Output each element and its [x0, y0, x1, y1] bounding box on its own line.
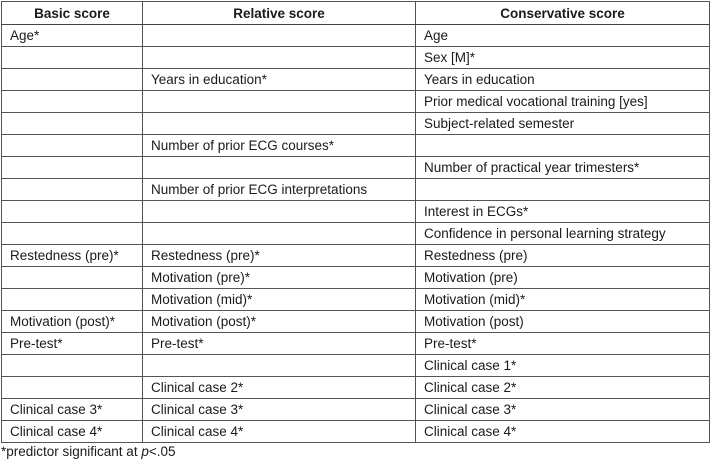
basic-score-cell: [1, 134, 143, 157]
basic-score-cell: Clinical case 4*: [1, 420, 143, 443]
basic-score-cell: [1, 112, 143, 135]
conservative-score-cell: [415, 134, 710, 157]
basic-score-cell: Clinical case 3*: [1, 398, 143, 421]
table-row: Number of prior ECG interpretations: [1, 178, 710, 201]
table-row: Prior medical vocational training [yes]: [1, 90, 710, 113]
conservative-score-cell: Clinical case 2*: [415, 376, 710, 399]
table-row: Clinical case 3* Clinical case 3* Clinical…: [1, 398, 710, 421]
table-row: Pre-test* Pre-test* Pre-test*: [1, 332, 710, 355]
header-relative-score: Relative score: [142, 1, 416, 25]
footnote-prefix: *predictor significant at: [1, 444, 142, 459]
table-row: Years in education* Years in education: [1, 68, 710, 91]
relative-score-cell: Pre-test*: [142, 332, 416, 355]
conservative-score-cell: Motivation (mid)*: [415, 288, 710, 311]
footnote-suffix: <.05: [148, 444, 176, 459]
relative-score-cell: [142, 24, 416, 47]
basic-score-cell: [1, 46, 143, 69]
conservative-score-cell: Number of practical year trimesters*: [415, 156, 710, 179]
table-row: Confidence in personal learning strategy: [1, 222, 710, 245]
table-row: Clinical case 1*: [1, 354, 710, 377]
conservative-score-cell: [415, 178, 710, 201]
footnote-italic: p: [141, 444, 149, 459]
predictor-table: Basic score Relative score Conservative …: [1, 1, 710, 443]
conservative-score-cell: Motivation (post): [415, 310, 710, 333]
conservative-score-cell: Interest in ECGs*: [415, 200, 710, 223]
conservative-score-cell: Subject-related semester: [415, 112, 710, 135]
relative-score-cell: Motivation (mid)*: [142, 288, 416, 311]
relative-score-cell: [142, 112, 416, 135]
basic-score-cell: [1, 288, 143, 311]
conservative-score-cell: Clinical case 4*: [415, 420, 710, 443]
basic-score-cell: [1, 68, 143, 91]
conservative-score-cell: Years in education: [415, 68, 710, 91]
table-body: Age* Age Sex [M]* Years in education* Years …: [1, 24, 710, 443]
table-row: Motivation (mid)* Motivation (mid)*: [1, 288, 710, 311]
basic-score-cell: [1, 200, 143, 223]
table-row: Clinical case 4* Clinical case 4* Clinical…: [1, 420, 710, 443]
relative-score-cell: Years in education*: [142, 68, 416, 91]
table-row: Subject-related semester: [1, 112, 710, 135]
basic-score-cell: Restedness (pre)*: [1, 244, 143, 267]
relative-score-cell: Clinical case 2*: [142, 376, 416, 399]
conservative-score-cell: Sex [M]*: [415, 46, 710, 69]
header-row: Basic score Relative score Conservative …: [1, 1, 710, 25]
basic-score-cell: Age*: [1, 24, 143, 47]
conservative-score-cell: Motivation (pre): [415, 266, 710, 289]
relative-score-cell: [142, 90, 416, 113]
relative-score-cell: Motivation (post)*: [142, 310, 416, 333]
basic-score-cell: [1, 376, 143, 399]
relative-score-cell: [142, 222, 416, 245]
table-row: Sex [M]*: [1, 46, 710, 69]
basic-score-cell: [1, 178, 143, 201]
conservative-score-cell: Confidence in personal learning strategy: [415, 222, 710, 245]
header-basic-score: Basic score: [1, 1, 143, 25]
relative-score-cell: [142, 354, 416, 377]
relative-score-cell: Motivation (pre)*: [142, 266, 416, 289]
basic-score-cell: Pre-test*: [1, 332, 143, 355]
table-row: Restedness (pre)* Restedness (pre)* Rested…: [1, 244, 710, 267]
basic-score-cell: [1, 156, 143, 179]
table-row: Motivation (post)* Motivation (post)* Moti…: [1, 310, 710, 333]
relative-score-cell: Number of prior ECG courses*: [142, 134, 416, 157]
table-row: Interest in ECGs*: [1, 200, 710, 223]
relative-score-cell: Clinical case 3*: [142, 398, 416, 421]
relative-score-cell: Restedness (pre)*: [142, 244, 416, 267]
relative-score-cell: Number of prior ECG interpretations: [142, 178, 416, 201]
relative-score-cell: [142, 46, 416, 69]
basic-score-cell: [1, 222, 143, 245]
relative-score-cell: [142, 156, 416, 179]
conservative-score-cell: Clinical case 1*: [415, 354, 710, 377]
conservative-score-cell: Pre-test*: [415, 332, 710, 355]
table-row: Number of practical year trimesters*: [1, 156, 710, 179]
table-row: Age* Age: [1, 24, 710, 47]
conservative-score-cell: Prior medical vocational training [yes]: [415, 90, 710, 113]
table-row: Motivation (pre)* Motivation (pre): [1, 266, 710, 289]
header-conservative-score: Conservative score: [415, 1, 710, 25]
basic-score-cell: [1, 266, 143, 289]
table-row: Clinical case 2* Clinical case 2*: [1, 376, 710, 399]
footnote: *predictor significant at p<.05: [1, 444, 710, 460]
conservative-score-cell: Age: [415, 24, 710, 47]
basic-score-cell: Motivation (post)*: [1, 310, 143, 333]
basic-score-cell: [1, 354, 143, 377]
relative-score-cell: Clinical case 4*: [142, 420, 416, 443]
basic-score-cell: [1, 90, 143, 113]
relative-score-cell: [142, 200, 416, 223]
conservative-score-cell: Restedness (pre): [415, 244, 710, 267]
table-row: Number of prior ECG courses*: [1, 134, 710, 157]
conservative-score-cell: Clinical case 3*: [415, 398, 710, 421]
